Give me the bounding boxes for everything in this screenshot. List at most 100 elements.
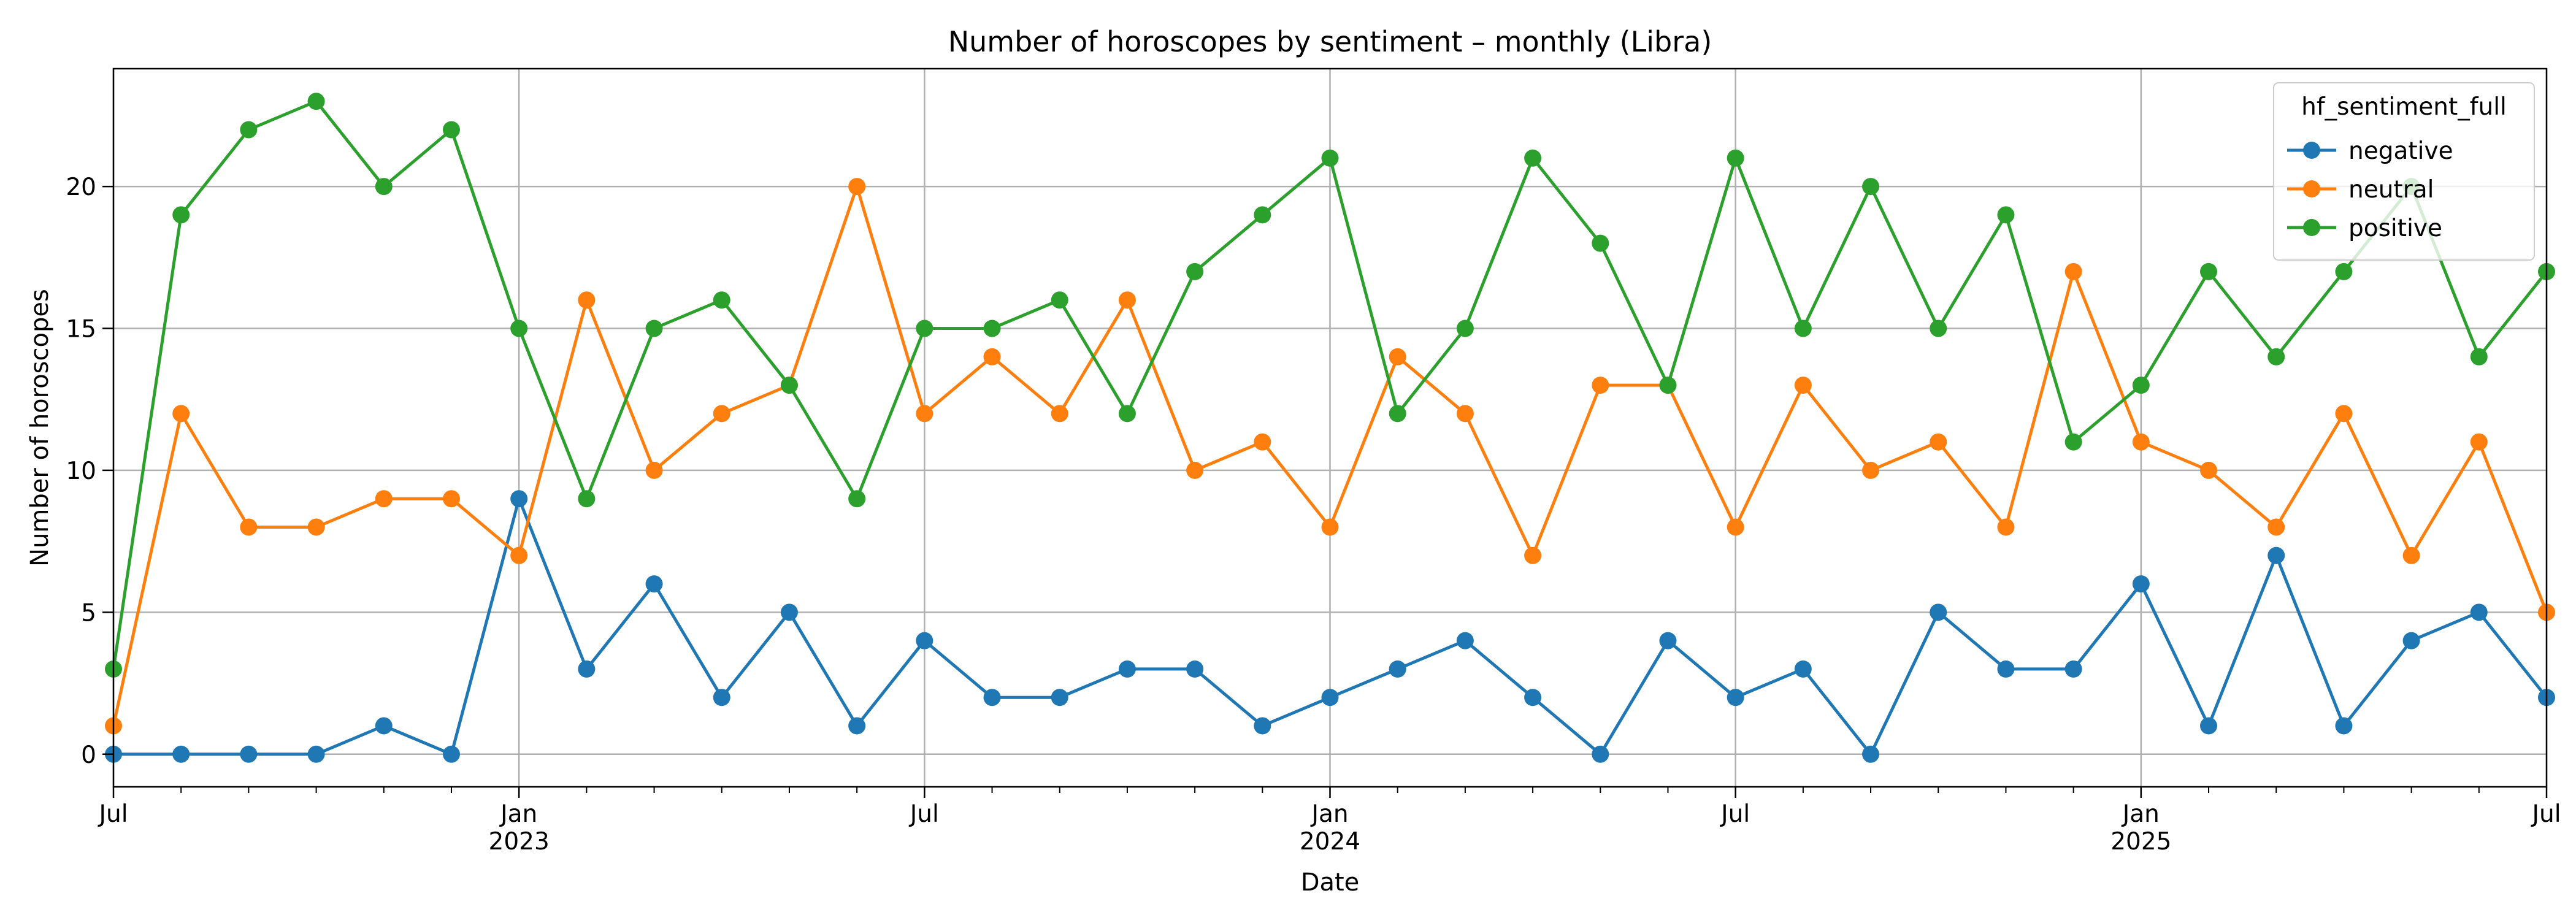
series-neutral <box>105 178 2555 735</box>
y-tick-label: 15 <box>66 316 96 343</box>
legend-item-positive: positive <box>2287 215 2442 242</box>
data-point-negative <box>780 603 798 621</box>
y-tick-label: 0 <box>81 741 96 769</box>
data-point-neutral <box>510 546 528 564</box>
data-point-negative <box>240 745 258 763</box>
data-point-negative <box>442 745 460 763</box>
data-point-negative <box>375 717 393 735</box>
data-point-positive <box>172 206 190 224</box>
data-point-positive <box>578 490 596 508</box>
data-point-neutral <box>240 518 258 536</box>
data-point-positive <box>375 178 393 196</box>
data-point-neutral <box>1051 405 1068 423</box>
x-tick-label: Jan <box>1309 800 1348 828</box>
data-point-positive <box>2470 348 2488 366</box>
data-point-neutral <box>2267 518 2285 536</box>
data-point-positive <box>848 490 866 508</box>
x-tick-year-label: 2023 <box>489 828 550 856</box>
data-point-negative <box>1254 717 1271 735</box>
data-point-negative <box>2335 717 2353 735</box>
data-point-negative <box>1997 660 2015 678</box>
data-point-neutral <box>645 461 663 479</box>
data-point-neutral <box>2064 262 2082 280</box>
data-point-positive <box>1254 206 1271 224</box>
data-point-positive <box>1930 320 1947 337</box>
x-tick-year-label: 2024 <box>1300 828 1360 856</box>
series-positive <box>105 93 2555 678</box>
x-tick-label: Jan <box>499 800 537 828</box>
data-point-positive <box>307 93 325 110</box>
legend-label: neutral <box>2348 176 2434 204</box>
legend-marker <box>2303 180 2320 197</box>
legend-label: negative <box>2348 137 2453 165</box>
data-point-negative <box>510 490 528 508</box>
data-point-neutral <box>2470 433 2488 451</box>
data-point-negative <box>1794 660 1812 678</box>
legend-box <box>2273 82 2535 261</box>
data-point-positive <box>780 377 798 394</box>
data-point-positive <box>1456 320 1474 337</box>
data-point-negative <box>2064 660 2082 678</box>
data-point-positive <box>2064 433 2082 451</box>
legend-title: hf_sentiment_full <box>2301 93 2507 121</box>
data-point-negative <box>2200 717 2218 735</box>
data-point-neutral <box>442 490 460 508</box>
data-point-neutral <box>1456 405 1474 423</box>
y-axis-label: Number of horoscopes <box>26 289 54 567</box>
data-point-negative <box>2470 603 2488 621</box>
data-point-positive <box>1794 320 1812 337</box>
series-negative <box>105 490 2555 763</box>
data-point-neutral <box>172 405 190 423</box>
data-point-neutral <box>1794 377 1812 394</box>
data-point-neutral <box>848 178 866 196</box>
y-tick-label: 10 <box>66 458 96 485</box>
chart-title: Number of horoscopes by sentiment – mont… <box>948 25 1712 58</box>
data-point-negative <box>2132 575 2150 593</box>
data-point-neutral <box>1930 433 1947 451</box>
legend-label: positive <box>2348 215 2442 242</box>
data-point-negative <box>1186 660 1204 678</box>
data-point-neutral <box>983 348 1001 366</box>
data-point-neutral <box>1389 348 1406 366</box>
legend-marker <box>2303 142 2320 159</box>
data-point-positive <box>713 291 730 309</box>
legend: hf_sentiment_full negative neutral positiv… <box>2273 82 2535 261</box>
data-point-negative <box>1389 660 1406 678</box>
data-point-neutral <box>2335 405 2353 423</box>
x-tick-year-label: 2025 <box>2110 828 2171 856</box>
data-point-positive <box>916 320 933 337</box>
data-point-neutral <box>1186 461 1204 479</box>
data-point-neutral <box>1321 518 1339 536</box>
data-point-neutral <box>2132 433 2150 451</box>
data-point-positive <box>645 320 663 337</box>
data-point-negative <box>645 575 663 593</box>
legend-item-neutral: neutral <box>2287 176 2434 204</box>
x-tick-label: Jul <box>908 800 939 828</box>
x-tick-label: Jul <box>1719 800 1750 828</box>
y-tick-label: 20 <box>66 174 96 201</box>
data-point-neutral <box>1254 433 1271 451</box>
data-point-neutral <box>1524 546 1542 564</box>
data-point-positive <box>2200 262 2218 280</box>
legend-marker <box>2303 219 2320 236</box>
data-point-negative <box>578 660 596 678</box>
data-point-positive <box>2335 262 2353 280</box>
x-tick-label: Jan <box>2121 800 2160 828</box>
x-tick-label: Jul <box>97 800 128 828</box>
data-point-positive <box>510 320 528 337</box>
data-point-negative <box>848 717 866 735</box>
data-point-positive <box>1659 377 1677 394</box>
data-point-positive <box>1321 149 1339 167</box>
data-point-negative <box>916 632 933 649</box>
data-point-neutral <box>916 405 933 423</box>
data-point-neutral <box>1862 461 1880 479</box>
data-point-neutral <box>375 490 393 508</box>
data-point-positive <box>1997 206 2015 224</box>
data-point-positive <box>1118 405 1136 423</box>
data-point-negative <box>1524 689 1542 707</box>
data-point-positive <box>240 121 258 139</box>
data-point-negative <box>1727 689 1744 707</box>
data-point-negative <box>1659 632 1677 649</box>
